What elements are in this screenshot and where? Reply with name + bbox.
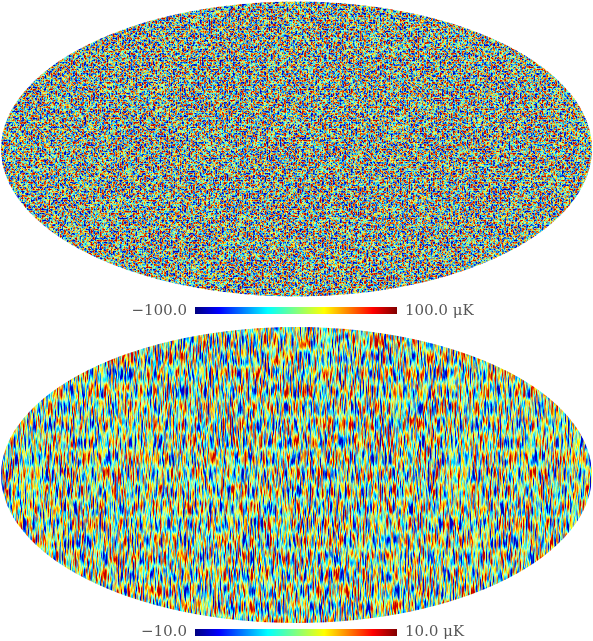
colorbar-max-label: 100.0 μK (405, 301, 474, 319)
sky-map-2 (1, 327, 592, 623)
colorbar-2 (195, 629, 397, 636)
colorbar-1 (195, 307, 397, 314)
colorbar-max-label: 10.0 μK (405, 622, 465, 640)
colorbar-min-label: −100.0 (131, 301, 187, 319)
sky-map-1 (1, 1, 592, 297)
colorbar-min-label: −10.0 (141, 622, 187, 640)
